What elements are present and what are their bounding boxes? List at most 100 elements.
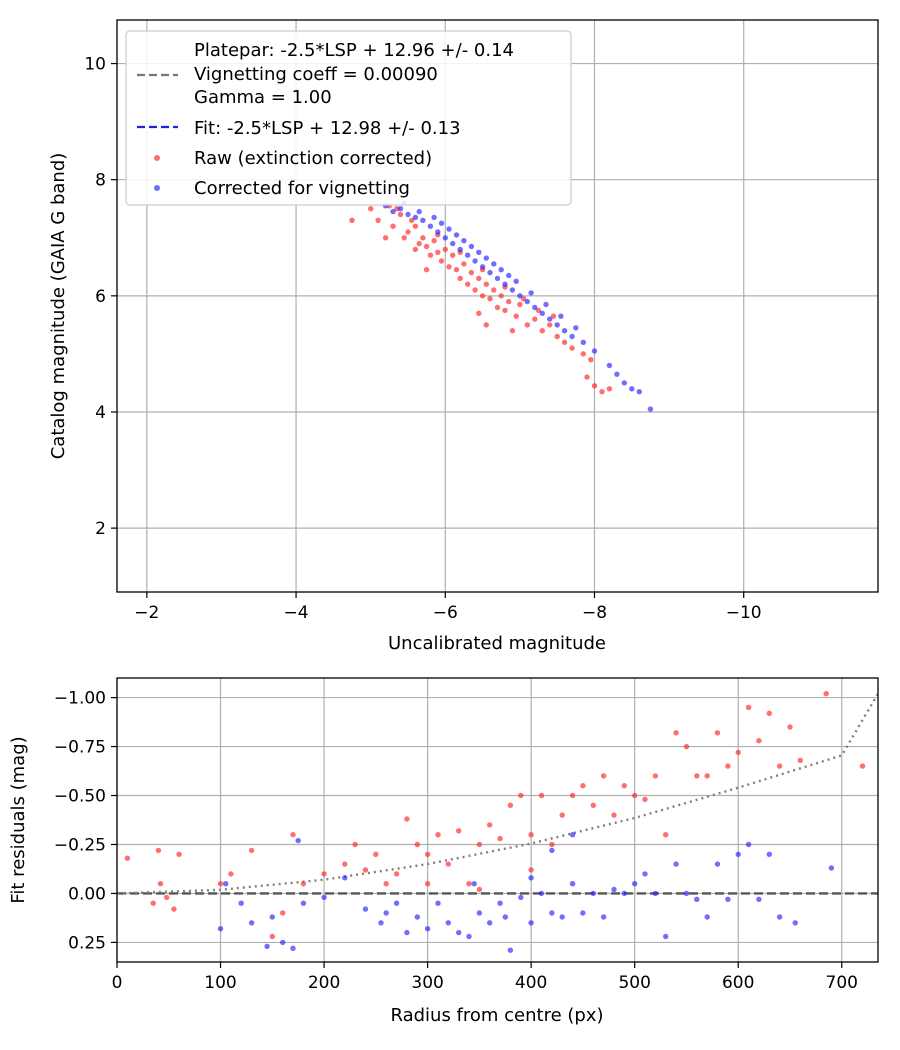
bottom-raw-point bbox=[600, 773, 607, 779]
bottom-corrected-point bbox=[569, 832, 576, 838]
top-raw-point bbox=[409, 217, 415, 223]
bottom-raw-point bbox=[632, 792, 638, 799]
bottom-corrected-point bbox=[559, 914, 565, 920]
top-y-tick-label: 8 bbox=[95, 171, 106, 191]
bottom-y-tick-label: 0.25 bbox=[68, 933, 106, 953]
top-raw-point bbox=[550, 313, 557, 319]
bottom-raw-point bbox=[704, 773, 710, 779]
top-corrected-point bbox=[446, 226, 452, 232]
bottom-raw-point bbox=[559, 812, 565, 818]
bottom-raw-point bbox=[549, 841, 555, 848]
bottom-scatter-points bbox=[124, 691, 866, 953]
top-raw-point bbox=[435, 249, 441, 255]
top-y-tick-label: 6 bbox=[95, 287, 106, 307]
bottom-corrected-point bbox=[476, 910, 483, 916]
top-corrected-point bbox=[614, 371, 620, 377]
bottom-raw-point bbox=[157, 881, 164, 887]
top-raw-point bbox=[446, 264, 452, 270]
bottom-raw-point bbox=[164, 894, 170, 901]
bottom-corrected-point bbox=[590, 890, 596, 897]
bottom-corrected-point bbox=[290, 945, 296, 951]
top-chart: −2 −4 −6 −8 −10 2 4 6 8 10 Uncalibrated magnitud… bbox=[48, 19, 879, 654]
top-corrected-point bbox=[517, 293, 523, 299]
bottom-line-vignetting-model bbox=[117, 693, 878, 895]
top-y-axis-label: Catalog magnitude (GAIA G band) bbox=[48, 153, 69, 460]
bottom-raw-point bbox=[652, 773, 659, 779]
bottom-raw-point bbox=[456, 828, 462, 834]
bottom-corrected-point bbox=[538, 890, 545, 897]
bottom-corrected-point bbox=[792, 920, 798, 926]
top-corrected-point bbox=[569, 333, 575, 340]
bottom-raw-point bbox=[321, 871, 327, 877]
bottom-corrected-point bbox=[600, 914, 607, 920]
top-corrected-point bbox=[509, 287, 516, 293]
top-raw-point bbox=[457, 275, 463, 282]
bottom-corrected-point bbox=[745, 841, 752, 848]
legend-fit-label: Fit: -2.5*LSP + 12.98 +/- 0.13 bbox=[194, 118, 461, 139]
top-corrected-point bbox=[543, 301, 549, 308]
bottom-raw-point bbox=[466, 881, 472, 887]
top-raw-point bbox=[461, 261, 467, 267]
top-corrected-point bbox=[561, 328, 568, 334]
bottom-raw-point bbox=[611, 812, 617, 818]
top-raw-point bbox=[599, 389, 605, 395]
bottom-corrected-point bbox=[569, 881, 576, 887]
bottom-raw-point bbox=[756, 738, 762, 744]
top-raw-point bbox=[561, 339, 568, 345]
top-raw-point bbox=[532, 316, 538, 322]
bottom-corrected-point bbox=[518, 894, 524, 901]
top-corrected-point bbox=[591, 348, 598, 354]
legend-corrected-label: Corrected for vignetting bbox=[194, 178, 410, 199]
bottom-corrected-point bbox=[248, 920, 255, 926]
top-raw-point bbox=[412, 223, 419, 229]
top-raw-point bbox=[401, 235, 407, 241]
top-corrected-point bbox=[457, 246, 463, 253]
bottom-raw-point bbox=[797, 757, 803, 763]
bottom-raw-point bbox=[725, 763, 731, 769]
bottom-corrected-point bbox=[269, 914, 275, 920]
bottom-raw-point bbox=[171, 906, 177, 912]
bottom-raw-point bbox=[580, 783, 586, 789]
top-raw-point bbox=[487, 296, 493, 302]
top-corrected-point bbox=[483, 255, 489, 261]
bottom-corrected-point bbox=[632, 881, 638, 887]
legend-vignetting-label: Vignetting coeff = 0.00090 bbox=[194, 64, 438, 85]
bottom-corrected-point bbox=[487, 920, 493, 926]
bottom-raw-point bbox=[124, 855, 131, 861]
top-raw-point bbox=[427, 252, 434, 258]
bottom-raw-point bbox=[404, 816, 410, 822]
top-corrected-point bbox=[390, 208, 396, 215]
bottom-corrected-point bbox=[435, 900, 441, 906]
top-y-tick-label: 2 bbox=[95, 519, 106, 539]
top-raw-point bbox=[479, 293, 486, 299]
bottom-raw-point bbox=[528, 832, 534, 838]
bottom-raw-point bbox=[300, 881, 307, 887]
top-corrected-point bbox=[524, 298, 530, 305]
top-corrected-point bbox=[435, 229, 441, 235]
bottom-corrected-point bbox=[828, 865, 835, 871]
top-x-tick-label: −6 bbox=[433, 603, 458, 623]
top-corrected-point bbox=[498, 267, 504, 273]
bottom-corrected-point bbox=[704, 914, 710, 920]
bottom-raw-point bbox=[228, 871, 234, 877]
bottom-corrected-point bbox=[383, 910, 389, 916]
bottom-corrected-point bbox=[223, 881, 229, 887]
top-x-tick-labels: −2 −4 −6 −8 −10 bbox=[134, 603, 761, 623]
bottom-raw-point bbox=[766, 710, 772, 716]
top-corrected-point bbox=[554, 322, 560, 328]
top-corrected-point bbox=[438, 220, 445, 226]
top-grid bbox=[117, 20, 878, 592]
bottom-raw-point bbox=[445, 861, 451, 867]
top-raw-point bbox=[375, 217, 381, 223]
bottom-x-tick-labels: 0 100 200 300 400 500 600 700 bbox=[112, 973, 858, 993]
bottom-corrected-point bbox=[621, 890, 627, 897]
bottom-raw-point bbox=[352, 841, 358, 848]
top-raw-point bbox=[412, 246, 419, 253]
bottom-corrected-point bbox=[756, 896, 762, 902]
bottom-x-tick-label: 500 bbox=[618, 973, 650, 993]
bottom-raw-point bbox=[569, 792, 576, 799]
bottom-x-tick-label: 200 bbox=[308, 973, 340, 993]
bottom-corrected-point bbox=[528, 875, 534, 881]
bottom-raw-point bbox=[476, 841, 483, 848]
bottom-corrected-point bbox=[735, 851, 741, 857]
